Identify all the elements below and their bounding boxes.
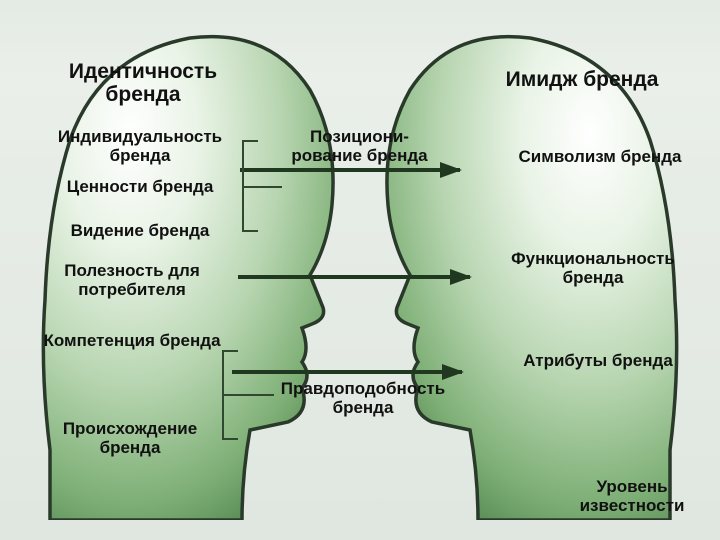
right-title: Имидж бренда [472, 68, 692, 91]
left-competence: Компетенция бренда [42, 332, 222, 351]
left-usefulness: Полезность для потребителя [32, 262, 232, 299]
left-individuality: Индивидуальность бренда [40, 128, 240, 165]
center-positioning: Позициони- рование бренда [282, 128, 437, 165]
bracket-top-arm [242, 186, 282, 188]
arrow-to-plausibility [232, 370, 462, 374]
center-plausibility: Правдоподобность бренда [278, 380, 448, 417]
right-awareness: Уровень известности [552, 478, 712, 515]
arrow-to-positioning [240, 168, 460, 172]
right-symbolism: Символизм бренда [510, 148, 690, 167]
bracket-bottom-arm [222, 394, 274, 396]
left-values: Ценности бренда [40, 178, 240, 197]
right-functionality: Функциональность бренда [488, 250, 698, 287]
right-attributes: Атрибуты бренда [498, 352, 698, 371]
arrow-to-functionality [238, 275, 470, 279]
diagram-stage: Идентичность бренда Имидж бренда Индивид… [0, 0, 720, 540]
left-origin: Происхождение бренда [40, 420, 220, 457]
left-title: Идентичность бренда [48, 60, 238, 106]
left-vision: Видение бренда [40, 222, 240, 241]
